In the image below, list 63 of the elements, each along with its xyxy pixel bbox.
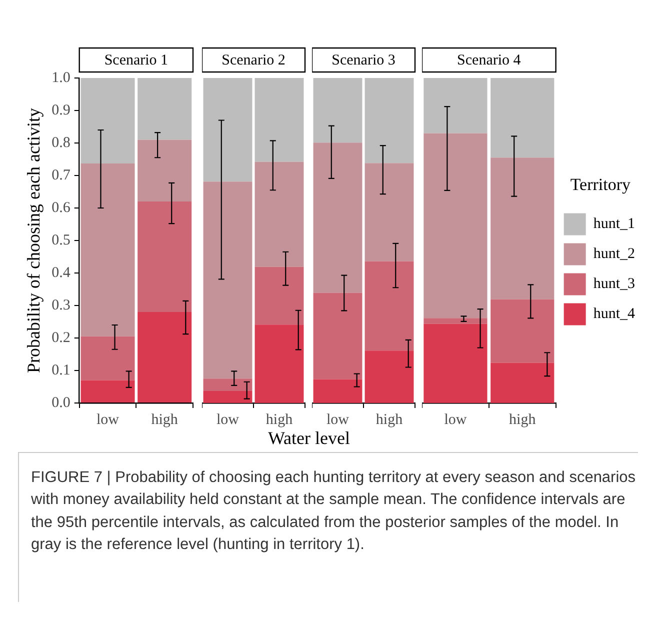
x-tick-label: high: [266, 412, 294, 428]
chart-title: Scenario 1: [104, 52, 168, 68]
bar: [203, 390, 252, 403]
bar: [490, 299, 554, 363]
bar: [490, 158, 554, 300]
legend-label: hunt_3: [593, 276, 636, 292]
y-tick-label: 0.4: [52, 264, 71, 281]
x-tick-label: low: [444, 412, 467, 428]
legend-title: Territory: [570, 174, 631, 194]
legend-label: hunt_2: [593, 246, 636, 262]
x-tick-label: low: [216, 412, 240, 428]
x-tick-label: high: [509, 412, 536, 428]
bar: [80, 78, 135, 164]
bar: [203, 78, 252, 182]
y-tick-label: 0.7: [52, 167, 71, 184]
y-tick-label: 0.8: [52, 134, 70, 151]
bar: [424, 133, 488, 318]
bar: [138, 312, 192, 402]
bar: [80, 163, 135, 336]
bar: [138, 202, 192, 312]
bar: [138, 140, 192, 202]
x-axis-title: Water level: [266, 428, 351, 449]
bar: [254, 78, 304, 162]
bar: [138, 78, 192, 140]
bar: [80, 380, 135, 402]
y-axis-title: Probability of choosing each activity: [24, 108, 44, 373]
bar: [364, 78, 414, 164]
caption: FIGURE 7 | Probability of choosing each hunting territory at every season and scenarios with money availability held constant at the sample mean. The confidence intervals are the 95th percentile intervals, as calculated from the posterior samples of the model. In gray is the reference level (hunting in territory 1).: [31, 468, 637, 556]
bar: [424, 78, 488, 134]
bar: [203, 378, 252, 391]
bar: [254, 324, 304, 403]
chart-title: Scenario 2: [222, 52, 286, 68]
bar: [313, 78, 362, 143]
y-tick-label: 0.6: [52, 200, 71, 216]
bar: [424, 318, 488, 324]
x-tick-label: high: [376, 412, 404, 428]
legend-label: hunt_4: [593, 306, 636, 322]
bar: [364, 163, 414, 262]
y-tick-label: 0.5: [52, 232, 70, 248]
bar: [203, 182, 252, 379]
bar: [313, 292, 362, 380]
bar: [490, 362, 554, 403]
x-tick-label: high: [151, 412, 178, 428]
bar: [313, 379, 362, 403]
chart-title: Scenario 4: [457, 52, 522, 68]
x-tick-label: low: [326, 412, 350, 428]
y-tick-label: 0.1: [52, 362, 70, 378]
chart-title: Scenario 3: [332, 52, 396, 68]
y-tick-label: 0.9: [52, 102, 70, 118]
legend-label: hunt_1: [593, 216, 636, 232]
y-tick-label: 0.3: [52, 297, 70, 314]
bar: [364, 261, 414, 351]
bar: [490, 78, 554, 158]
x-tick-label: low: [96, 412, 120, 428]
bar: [254, 162, 304, 267]
y-tick-label: 0.0: [52, 394, 70, 411]
y-tick-label: 0.2: [52, 330, 70, 346]
bar: [424, 324, 488, 403]
y-tick-label: 1.0: [52, 70, 70, 86]
bar: [313, 142, 362, 293]
bar: [364, 350, 414, 403]
bar: [80, 336, 135, 380]
bar: [254, 266, 304, 325]
